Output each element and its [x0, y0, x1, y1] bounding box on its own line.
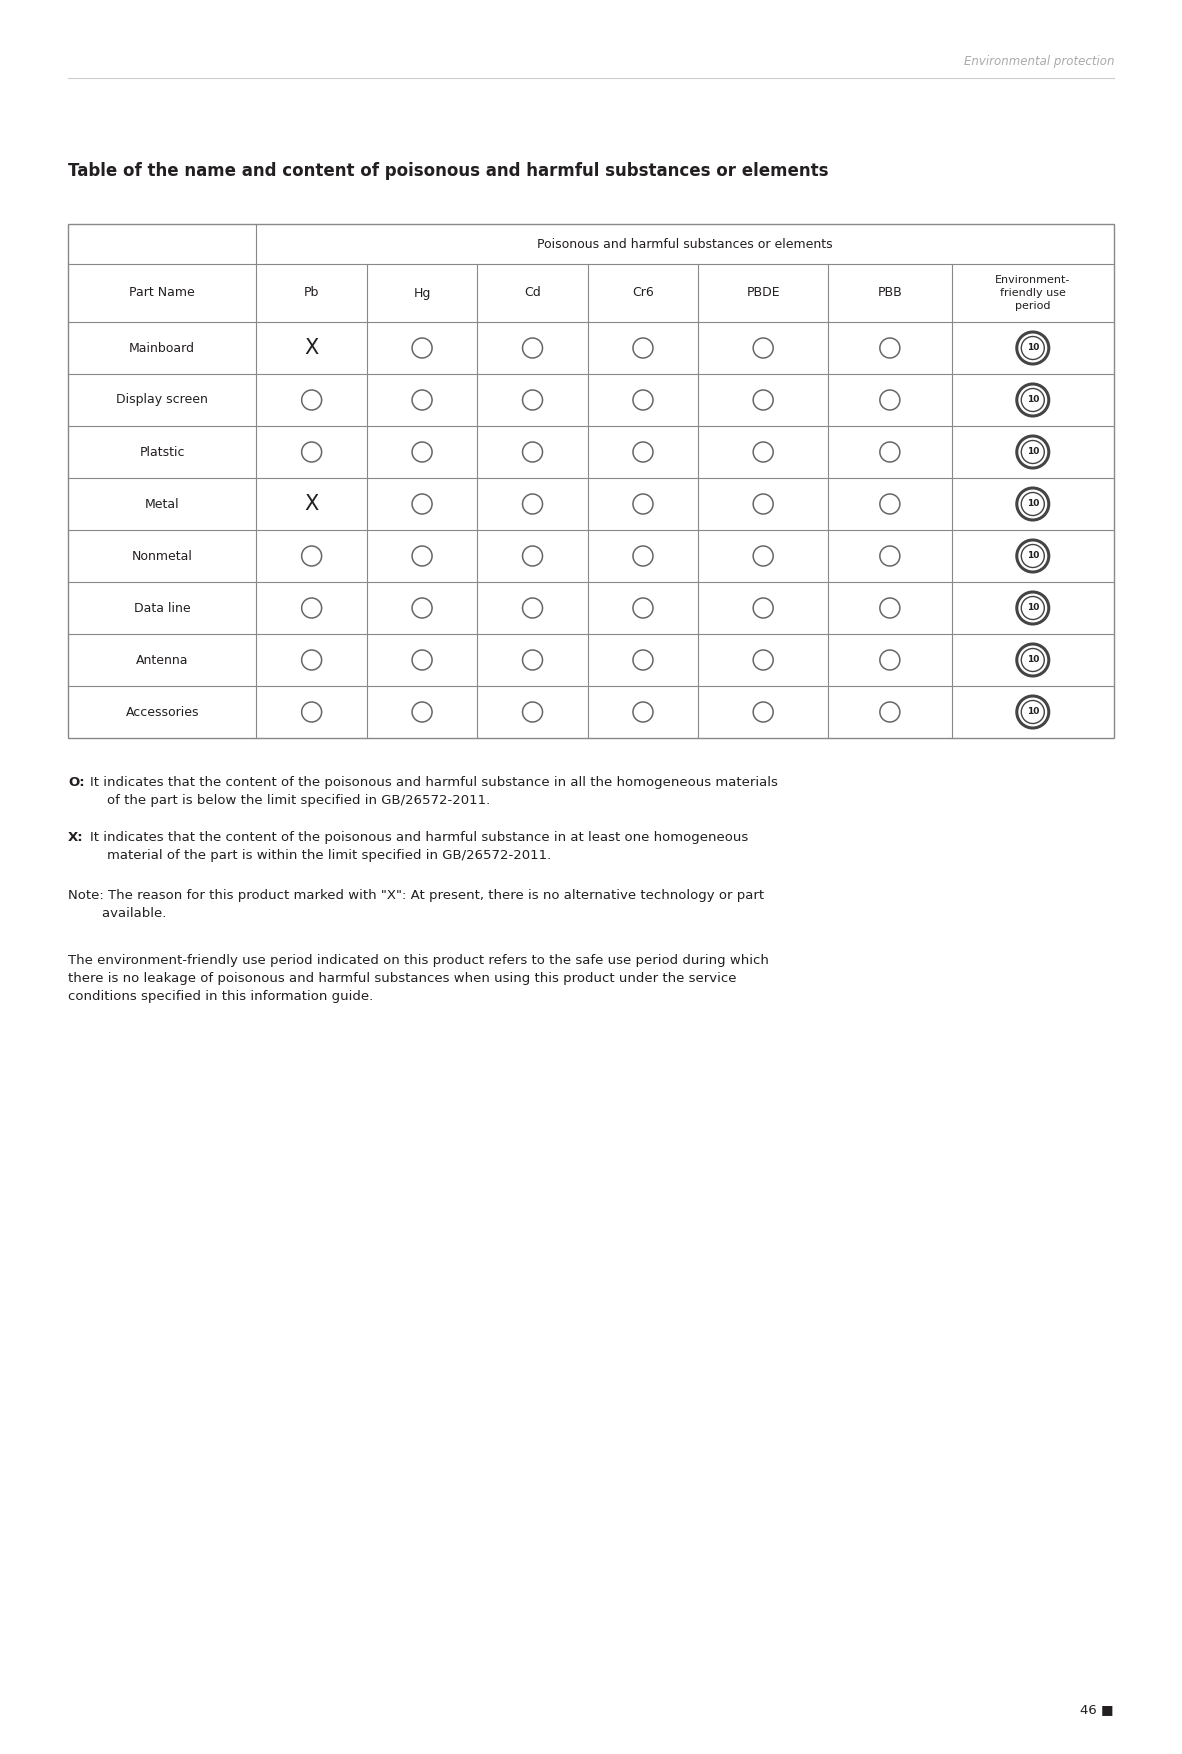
Text: X: X	[305, 495, 319, 514]
Text: Platstic: Platstic	[139, 446, 184, 458]
Text: It indicates that the content of the poisonous and harmful substance in all the : It indicates that the content of the poi…	[90, 775, 778, 807]
Text: 46 ■: 46 ■	[1080, 1703, 1113, 1715]
Circle shape	[1017, 332, 1048, 365]
Text: Cr6: Cr6	[632, 286, 654, 300]
Text: 10: 10	[1027, 603, 1039, 612]
Text: Metal: Metal	[145, 498, 180, 510]
Text: X:: X:	[69, 831, 84, 844]
Text: Mainboard: Mainboard	[129, 342, 195, 354]
Text: Nonmetal: Nonmetal	[131, 549, 193, 563]
Text: O:: O:	[69, 775, 85, 789]
Text: Environment-
friendly use
period: Environment- friendly use period	[995, 275, 1071, 310]
Text: Antenna: Antenna	[136, 654, 188, 667]
Text: Accessories: Accessories	[125, 705, 199, 719]
Circle shape	[1017, 488, 1048, 519]
Text: PBDE: PBDE	[746, 286, 780, 300]
Bar	[69, 225, 1113, 738]
Text: 10: 10	[1027, 447, 1039, 456]
Text: Hg: Hg	[414, 286, 430, 300]
Circle shape	[1017, 644, 1048, 675]
Circle shape	[1017, 437, 1048, 468]
Text: 10: 10	[1027, 551, 1039, 561]
Circle shape	[1017, 593, 1048, 624]
Text: Table of the name and content of poisonous and harmful substances or elements: Table of the name and content of poisono…	[69, 161, 829, 181]
Text: Cd: Cd	[524, 286, 541, 300]
Text: 10: 10	[1027, 395, 1039, 405]
Circle shape	[1017, 384, 1048, 416]
Text: Pb: Pb	[304, 286, 319, 300]
Text: PBB: PBB	[877, 286, 902, 300]
Text: Environmental protection: Environmental protection	[963, 56, 1113, 68]
Text: X: X	[305, 339, 319, 358]
Text: Poisonous and harmful substances or elements: Poisonous and harmful substances or elem…	[538, 237, 833, 251]
Text: Data line: Data line	[134, 602, 190, 614]
Text: Part Name: Part Name	[129, 286, 195, 300]
Text: Display screen: Display screen	[116, 393, 208, 407]
Circle shape	[1017, 540, 1048, 572]
Text: 10: 10	[1027, 656, 1039, 665]
Text: 10: 10	[1027, 707, 1039, 716]
Text: The environment-friendly use period indicated on this product refers to the safe: The environment-friendly use period indi…	[69, 954, 768, 1003]
Circle shape	[1017, 696, 1048, 728]
Text: 10: 10	[1027, 344, 1039, 353]
Text: Note: The reason for this product marked with "X": At present, there is no alter: Note: The reason for this product marked…	[69, 889, 764, 921]
Text: It indicates that the content of the poisonous and harmful substance in at least: It indicates that the content of the poi…	[90, 831, 748, 861]
Text: 10: 10	[1027, 500, 1039, 509]
